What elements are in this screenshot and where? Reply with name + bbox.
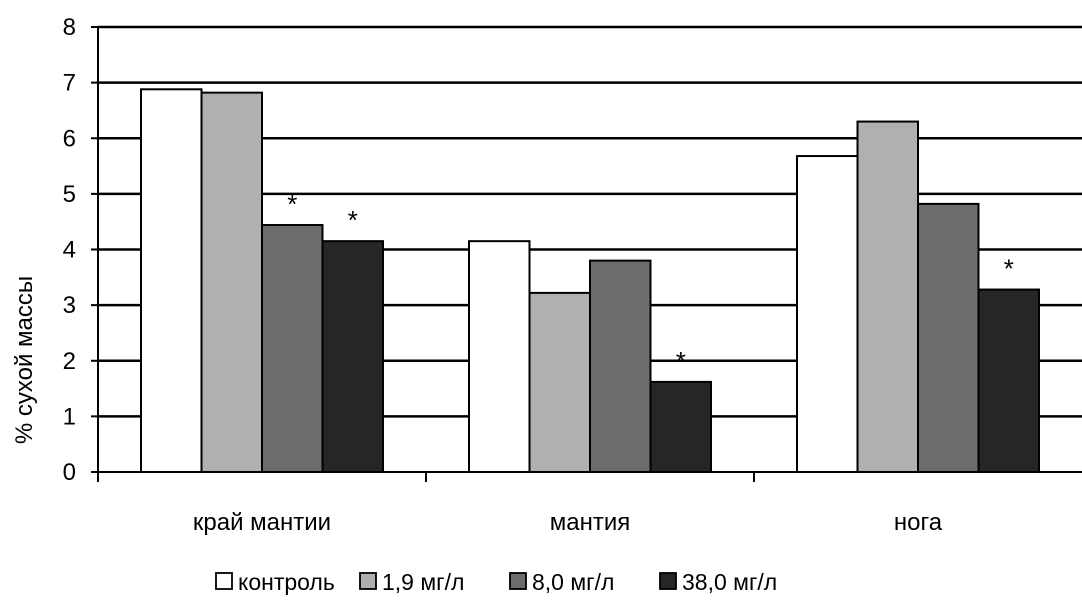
legend-label: 1,9 мг/л (382, 569, 464, 595)
axes (91, 26, 1082, 482)
legend-swatch (659, 572, 677, 590)
y-tick-label: 2 (63, 348, 76, 375)
bar (917, 202, 980, 473)
significance-markers: * * * * (287, 189, 1014, 376)
category-labels: край мантии мантия нога (193, 509, 943, 536)
bars (140, 88, 1040, 474)
y-tick-label: 1 (63, 403, 76, 430)
legend-label: контроль (238, 569, 335, 595)
bar (261, 224, 324, 473)
significance-marker: * (676, 346, 686, 376)
y-tick-label: 7 (63, 70, 76, 97)
bar (589, 259, 652, 473)
y-axis-label: % сухой массы (11, 276, 38, 444)
category-label: мантия (550, 509, 631, 536)
legend: контроль 1,9 мг/л 8,0 мг/л 38,0 мг/л (215, 569, 777, 595)
bar (528, 291, 591, 474)
legend-label: 8,0 мг/л (532, 569, 614, 595)
bar (856, 120, 919, 473)
bar (321, 240, 384, 473)
bar (796, 155, 859, 474)
bar (200, 91, 263, 473)
significance-marker: * (1004, 254, 1014, 284)
significance-marker: * (348, 205, 358, 235)
category-label: нога (894, 509, 943, 536)
bar (468, 240, 531, 473)
bar (649, 380, 712, 474)
bar (140, 88, 203, 474)
y-tick-labels: 0 1 2 3 4 5 6 7 8 (63, 14, 76, 486)
legend-label: 38,0 мг/л (682, 569, 777, 595)
legend-swatch (509, 572, 527, 590)
y-tick-label: 4 (63, 237, 76, 264)
bar (977, 288, 1040, 473)
y-tick-label: 8 (63, 14, 76, 41)
y-tick-label: 5 (63, 181, 76, 208)
legend-swatch (359, 572, 377, 590)
significance-marker: * (287, 189, 297, 219)
y-tick-label: 6 (63, 125, 76, 152)
category-label: край мантии (193, 509, 331, 536)
y-tick-label: 3 (63, 292, 76, 319)
y-tick-label: 0 (63, 459, 76, 486)
legend-swatch (215, 572, 233, 590)
